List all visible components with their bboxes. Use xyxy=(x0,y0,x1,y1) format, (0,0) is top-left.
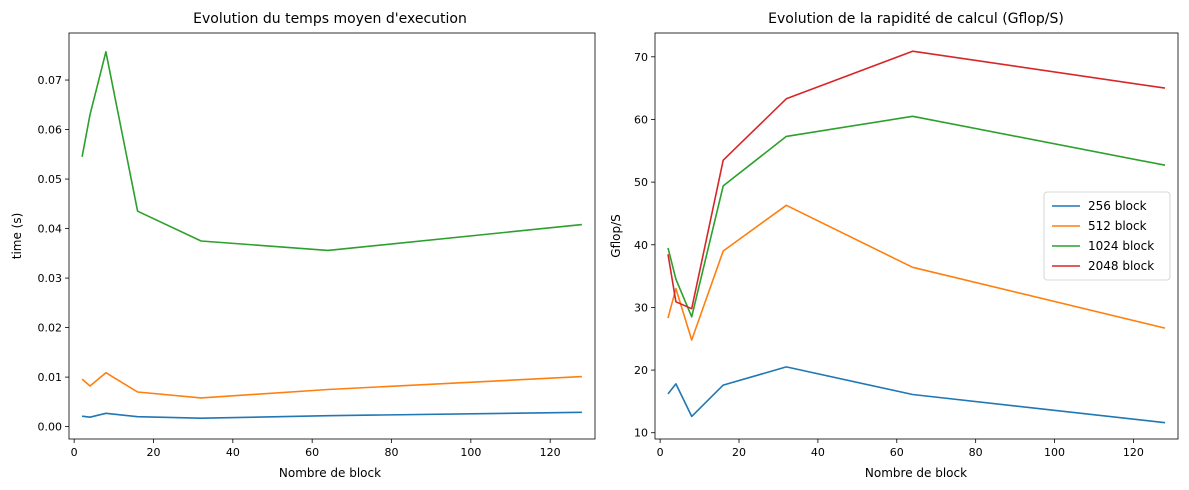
y-tick-label: 30 xyxy=(634,301,648,314)
x-ticks: 0 20 40 60 80 100 120 xyxy=(657,439,1144,459)
series-line xyxy=(81,50,582,252)
plot-frame xyxy=(68,32,596,440)
y-axis-label: time (s) xyxy=(10,213,24,260)
series-line xyxy=(81,371,582,399)
y-tick-label: 60 xyxy=(634,113,648,126)
x-tick-label: 20 xyxy=(732,446,746,459)
y-tick-label: 0.05 xyxy=(38,173,63,186)
series-group xyxy=(81,50,582,420)
chart-title: Evolution de la rapidité de calcul (Gflo… xyxy=(768,11,1064,27)
x-tick-label: 100 xyxy=(1044,446,1065,459)
y-tick-label: 0.04 xyxy=(38,223,63,236)
x-axis-label: Nombre de block xyxy=(865,466,967,480)
y-tick-label: 0.02 xyxy=(38,322,63,335)
legend-frame xyxy=(1043,191,1171,281)
series-line xyxy=(667,366,1166,424)
y-tick-label: 0.01 xyxy=(38,371,63,384)
y-tick-label: 40 xyxy=(634,239,648,252)
y-tick-label: 70 xyxy=(634,51,648,64)
x-axis-label: Nombre de block xyxy=(279,466,381,480)
series-line xyxy=(667,50,1166,310)
plot-frame xyxy=(654,32,1179,440)
legend-label: 512 block xyxy=(1088,219,1147,233)
legend: 256 block 512 block 1024 block 2048 block xyxy=(1043,191,1171,281)
series-line xyxy=(81,411,582,420)
x-tick-label: 80 xyxy=(385,446,399,459)
y-tick-label: 0.06 xyxy=(38,124,63,137)
series-line xyxy=(667,204,1166,341)
chart-execution-time: Evolution du temps moyen d'execution Nom… xyxy=(10,11,596,480)
chart-title: Evolution du temps moyen d'execution xyxy=(193,11,467,27)
y-tick-label: 0.07 xyxy=(38,74,63,87)
x-tick-label: 100 xyxy=(460,446,481,459)
x-tick-label: 40 xyxy=(226,446,240,459)
y-ticks: 10 20 30 40 50 60 70 xyxy=(634,51,655,440)
series-line xyxy=(667,115,1166,318)
x-tick-label: 0 xyxy=(657,446,664,459)
x-tick-label: 60 xyxy=(890,446,904,459)
x-tick-label: 60 xyxy=(305,446,319,459)
y-axis-label: Gflop/S xyxy=(609,214,623,257)
x-tick-label: 0 xyxy=(71,446,78,459)
y-tick-label: 50 xyxy=(634,176,648,189)
y-ticks: 0.00 0.01 0.02 0.03 0.04 0.05 0.06 0.07 xyxy=(38,74,69,434)
x-tick-label: 40 xyxy=(811,446,825,459)
x-tick-label: 80 xyxy=(969,446,983,459)
legend-label: 256 block xyxy=(1088,199,1147,213)
legend-label: 1024 block xyxy=(1088,239,1154,253)
x-ticks: 0 20 40 60 80 100 120 xyxy=(71,439,561,459)
legend-label: 2048 block xyxy=(1088,259,1154,273)
series-group xyxy=(667,50,1166,424)
y-tick-label: 20 xyxy=(634,364,648,377)
y-tick-label: 0.03 xyxy=(38,272,63,285)
y-tick-label: 0.00 xyxy=(38,421,63,434)
chart-compute-speed: Evolution de la rapidité de calcul (Gflo… xyxy=(609,11,1179,480)
x-tick-label: 120 xyxy=(540,446,561,459)
y-tick-label: 10 xyxy=(634,427,648,440)
x-tick-label: 20 xyxy=(146,446,160,459)
x-tick-label: 120 xyxy=(1123,446,1144,459)
